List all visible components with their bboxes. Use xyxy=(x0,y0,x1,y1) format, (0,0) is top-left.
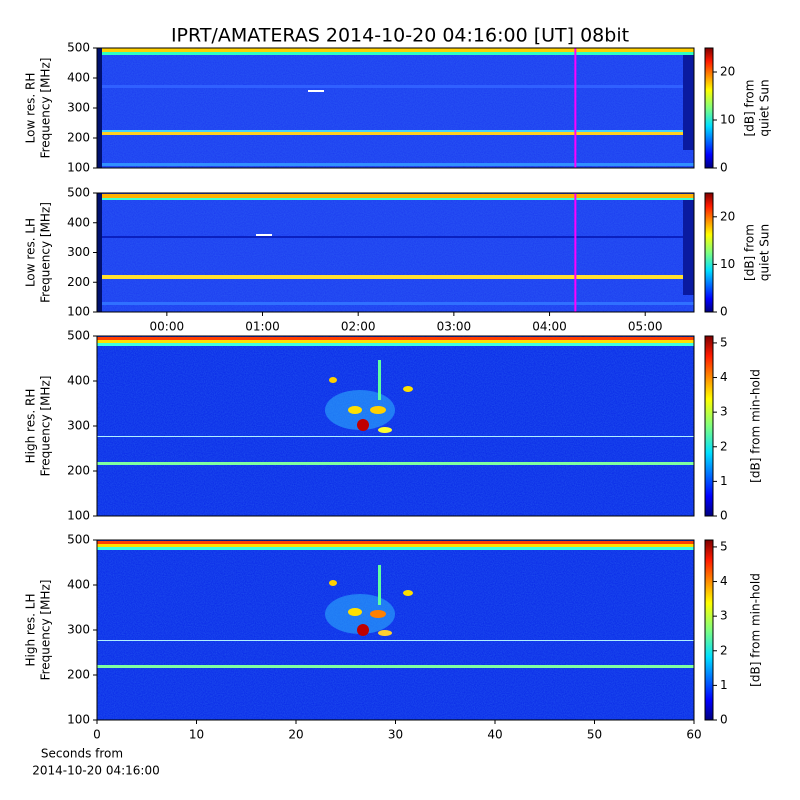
x-tick-label: 60 xyxy=(686,728,701,742)
y-axis-label: Frequency [MHz] xyxy=(39,376,53,477)
colorbar-tick-label: 2 xyxy=(720,439,728,453)
x-axis-label: 2014-10-20 04:16:00 xyxy=(32,764,159,778)
x-tick-label: 03:00 xyxy=(437,320,472,334)
y-tick-label: 300 xyxy=(67,623,90,637)
colorbar xyxy=(704,539,714,721)
colorbar-tick-label: 4 xyxy=(720,370,728,384)
colorbar-tick-label: 3 xyxy=(720,405,728,419)
x-tick-label: 10 xyxy=(189,728,204,742)
y-tick-label: 500 xyxy=(67,41,90,55)
y-tick-label: 100 xyxy=(67,713,90,727)
y-tick-label: 100 xyxy=(67,305,90,319)
y-tick-label: 100 xyxy=(67,509,90,523)
colorbar-tick-label: 1 xyxy=(720,474,728,488)
y-tick-label: 300 xyxy=(67,419,90,433)
colorbar xyxy=(704,192,714,313)
y-tick-label: 500 xyxy=(67,329,90,343)
colorbar-tick-label: 1 xyxy=(720,678,728,692)
colorbar xyxy=(704,47,714,169)
x-tick-label: 20 xyxy=(288,728,303,742)
y-tick-label: 300 xyxy=(67,245,90,259)
x-tick-label: 05:00 xyxy=(628,320,663,334)
y-tick-label: 200 xyxy=(67,668,90,682)
figure-title: IPRT/AMATERAS 2014-10-20 04:16:00 [UT] 0… xyxy=(171,25,629,47)
colorbar-tick-label: 0 xyxy=(720,713,728,727)
colorbar-tick-label: 10 xyxy=(720,113,735,127)
colorbar-tick-label: 4 xyxy=(720,574,728,588)
x-tick-label: 0 xyxy=(93,728,101,742)
spectrogram-image xyxy=(97,48,694,720)
x-tick-label: 02:00 xyxy=(341,320,376,334)
colorbar xyxy=(704,335,714,517)
colorbar-label: [dB] from xyxy=(743,224,757,281)
colorbar-tick-label: 0 xyxy=(720,305,728,319)
x-axis-label: Seconds from xyxy=(41,747,123,761)
x-tick-label: 04:00 xyxy=(532,320,567,334)
x-tick-label: 50 xyxy=(587,728,602,742)
y-axis-label: Frequency [MHz] xyxy=(39,58,53,159)
colorbar-tick-label: 20 xyxy=(720,65,735,79)
y-tick-label: 100 xyxy=(67,161,90,175)
colorbar-label: [dB] from min-hold xyxy=(749,369,763,483)
y-axis-label: Frequency [MHz] xyxy=(39,202,53,303)
colorbar-tick-label: 2 xyxy=(720,643,728,657)
y-tick-label: 400 xyxy=(67,215,90,229)
colorbar-label: [dB] from xyxy=(743,80,757,137)
y-tick-label: 200 xyxy=(67,131,90,145)
colorbar-tick-label: 5 xyxy=(720,335,728,349)
y-tick-label: 400 xyxy=(67,374,90,388)
colorbar-tick-label: 20 xyxy=(720,209,735,223)
y-tick-label: 400 xyxy=(67,71,90,85)
y-tick-label: 500 xyxy=(67,533,90,547)
x-tick-label: 00:00 xyxy=(150,320,185,334)
x-tick-label: 30 xyxy=(388,728,403,742)
colorbar-tick-label: 10 xyxy=(720,257,735,271)
y-tick-label: 200 xyxy=(67,464,90,478)
colorbar-label: quiet Sun xyxy=(758,224,772,281)
x-tick-label: 40 xyxy=(487,728,502,742)
colorbar-label: quiet Sun xyxy=(758,79,772,136)
y-axis-label: Low res. RH xyxy=(24,73,38,144)
y-axis-label: High res. RH xyxy=(24,389,38,464)
y-tick-label: 300 xyxy=(67,101,90,115)
colorbar-tick-label: 0 xyxy=(720,509,728,523)
y-axis-label: Frequency [MHz] xyxy=(39,580,53,681)
colorbar-tick-label: 3 xyxy=(720,609,728,623)
y-axis-label: High res. LH xyxy=(24,593,38,666)
y-axis-label: Low res. LH xyxy=(24,218,38,287)
y-tick-label: 200 xyxy=(67,275,90,289)
x-tick-label: 01:00 xyxy=(245,320,280,334)
colorbar-label: [dB] from min-hold xyxy=(749,573,763,687)
y-tick-label: 500 xyxy=(67,186,90,200)
colorbar-tick-label: 5 xyxy=(720,539,728,553)
y-tick-label: 400 xyxy=(67,578,90,592)
colorbar-tick-label: 0 xyxy=(720,161,728,175)
